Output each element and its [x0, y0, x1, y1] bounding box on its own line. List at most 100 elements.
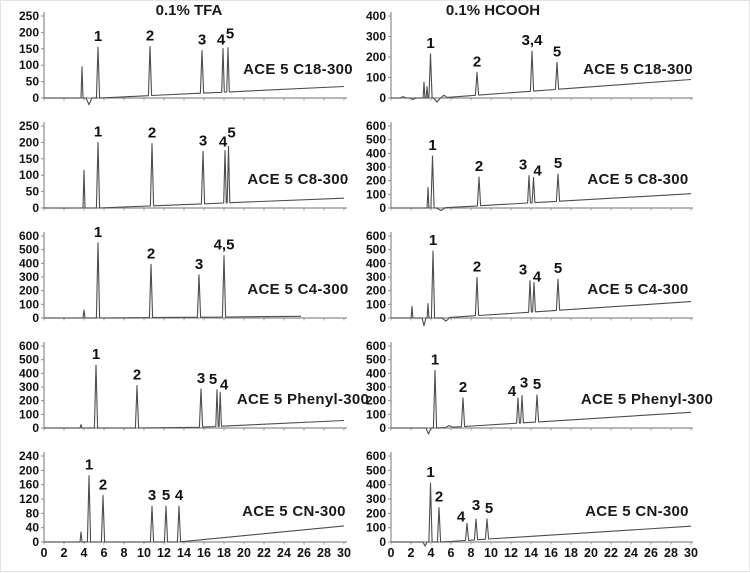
chromatogram-trace: [44, 45, 345, 106]
y-tick-label: 400: [366, 146, 386, 160]
y-tick-label: 600: [19, 339, 39, 353]
peak-label: 5: [533, 376, 541, 393]
y-tick-label: 500: [366, 353, 386, 367]
y-tick-label: 0: [379, 311, 386, 325]
y-tick-label: 400: [366, 9, 386, 23]
y-tick-label: 300: [366, 30, 386, 44]
x-tick-label: 0: [388, 546, 395, 560]
x-tick-label: 12: [504, 546, 518, 560]
y-tick-label: 250: [19, 119, 39, 133]
peak-label: 5: [162, 487, 170, 504]
x-tick-label: 10: [484, 546, 498, 560]
x-tick-label: 14: [177, 546, 191, 560]
peak-label: 5: [227, 124, 235, 141]
x-tick-label: 30: [684, 546, 698, 560]
peak-label: 5: [485, 500, 493, 517]
peak-label: 3: [520, 375, 528, 392]
peak-label: 5: [209, 371, 217, 388]
x-tick-label: 18: [217, 546, 231, 560]
peak-label: 5: [226, 26, 234, 43]
column-label-hcooh-cn: ACE 5 CN-300: [585, 503, 689, 520]
y-tick-label: 300: [366, 270, 386, 284]
y-tick-label: 500: [366, 463, 386, 477]
y-tick-label: 500: [366, 243, 386, 257]
peak-label: 4: [217, 32, 226, 49]
peak-label: 3: [519, 157, 527, 174]
y-tick-label: 200: [19, 135, 39, 149]
y-tick-label: 100: [366, 521, 386, 535]
y-tick-label: 0: [32, 91, 39, 105]
y-tick-label: 600: [19, 229, 39, 243]
y-tick-label: 100: [19, 407, 39, 421]
y-tick-label: 50: [26, 75, 40, 89]
x-tick-label: 30: [337, 546, 351, 560]
panel-tfa-c8: 0 50 100 150 200 250 1 2 3 45: [19, 119, 347, 215]
column-label-hcooh-phenyl: ACE 5 Phenyl-300: [580, 391, 714, 408]
peak-label: 1: [94, 28, 102, 45]
y-tick-label: 300: [19, 380, 39, 394]
y-tick-label: 200: [19, 463, 39, 477]
y-tick-label: 600: [366, 119, 386, 133]
x-tick-label: 20: [584, 546, 598, 560]
eluent-title-hcooh: 0.1% HCOOH: [445, 2, 541, 19]
y-tick-label: 200: [366, 174, 386, 188]
peak-label: 1: [426, 35, 434, 52]
column-label-tfa-c8: ACE 5 C8-300: [247, 171, 349, 188]
y-tick-label: 0: [32, 201, 39, 215]
peak-label: 4: [457, 508, 466, 525]
chromatogram-trace: [391, 50, 692, 103]
peak-label: 3: [195, 256, 203, 273]
y-tick-label: 100: [366, 187, 386, 201]
y-tick-label: 0: [32, 535, 39, 549]
peak-label: 4: [220, 376, 229, 393]
y-tick-label: 300: [366, 380, 386, 394]
x-tick-label: 20: [237, 546, 251, 560]
x-tick-label: 2: [61, 546, 68, 560]
y-tick-label: 300: [366, 160, 386, 174]
y-tick-label: 400: [19, 256, 39, 270]
x-tick-label: 24: [624, 546, 638, 560]
peak-label: 1: [426, 464, 434, 481]
peak-label: 5: [553, 43, 561, 60]
chromatogram-trace: [391, 250, 692, 327]
peak-label: 2: [147, 245, 155, 262]
y-tick-label: 500: [366, 133, 386, 147]
y-tick-label: 0: [379, 201, 386, 215]
y-tick-label: 100: [19, 58, 39, 72]
x-tick-label: 22: [604, 546, 618, 560]
y-tick-label: 400: [19, 366, 39, 380]
x-tick-label: 26: [644, 546, 658, 560]
y-tick-label: 200: [366, 506, 386, 520]
y-tick-label: 150: [19, 152, 39, 166]
x-tick-label: 6: [448, 546, 455, 560]
peak-label: 1: [92, 346, 100, 363]
peak-label: 2: [146, 27, 154, 44]
peak-label: 2: [99, 476, 107, 493]
column-label-hcooh-c8: ACE 5 C8-300: [587, 171, 689, 188]
x-tick-label: 22: [257, 546, 271, 560]
y-tick-label: 200: [19, 394, 39, 408]
x-tick-label: 8: [468, 546, 475, 560]
x-tick-label: 8: [121, 546, 128, 560]
peak-label: 3,4: [522, 32, 544, 49]
y-tick-label: 240: [19, 449, 39, 463]
x-tick-label: 6: [101, 546, 108, 560]
y-tick-label: 400: [366, 478, 386, 492]
y-tick-label: 600: [366, 449, 386, 463]
peak-label: 2: [459, 379, 467, 396]
peak-label: 1: [431, 352, 439, 369]
chromatogram-trace: [391, 155, 692, 212]
peak-label: 2: [148, 125, 156, 142]
peak-label: 3: [197, 370, 205, 387]
peak-label: 4: [508, 383, 517, 400]
column-label-hcooh-c18: ACE 5 C18-300: [583, 61, 693, 78]
peak-label: 4: [175, 487, 184, 504]
x-tick-label: 4: [428, 546, 435, 560]
